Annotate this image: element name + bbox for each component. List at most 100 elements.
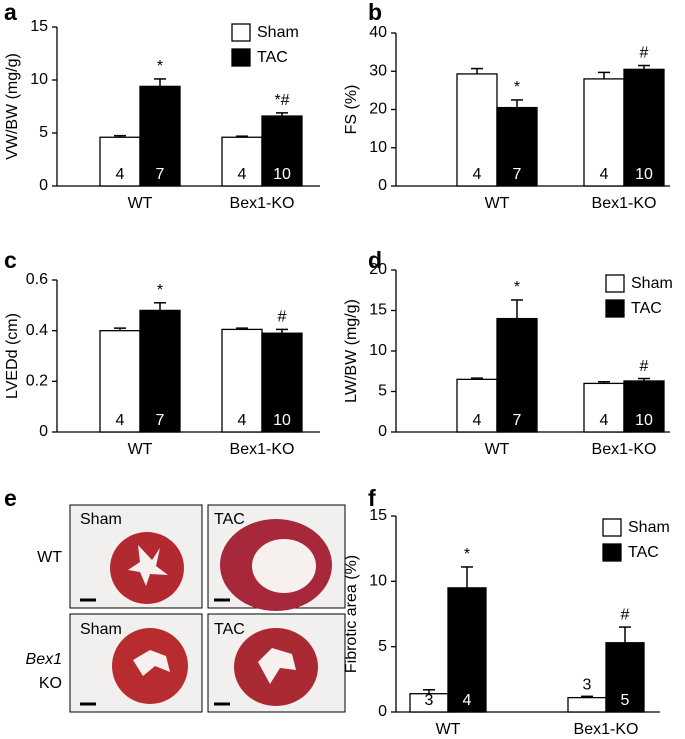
n-label: 5 — [621, 692, 630, 709]
y-tick-label: 20 — [369, 261, 387, 278]
y-tick-label: 10 — [369, 139, 387, 156]
y-tick-label: 0 — [378, 177, 387, 194]
y-tick-label: 10 — [30, 71, 48, 88]
y-tick-label: 30 — [369, 62, 387, 79]
lumen — [133, 650, 170, 676]
bar — [456, 73, 498, 187]
n-label: 7 — [156, 166, 165, 183]
significance-mark: * — [157, 58, 163, 75]
n-label: 10 — [273, 166, 291, 183]
y-tick-label: 10 — [369, 342, 387, 359]
x-tick-label: Bex1-KO — [592, 195, 657, 212]
n-label: 4 — [116, 166, 125, 183]
lumen — [128, 545, 168, 586]
bar — [261, 332, 303, 433]
n-label: 4 — [473, 166, 482, 183]
y-tick-label: 5 — [378, 383, 387, 400]
legend-label: Sham — [257, 24, 299, 41]
y-tick-label: 0 — [378, 423, 387, 440]
y-tick-label: 15 — [30, 18, 48, 35]
y-tick-label: 40 — [369, 24, 387, 41]
lumen — [252, 539, 316, 593]
legend-label: TAC — [257, 49, 288, 66]
legend-swatch — [231, 23, 251, 42]
x-tick-label: WT — [128, 195, 153, 212]
n-label: 10 — [273, 412, 291, 429]
n-label: 7 — [513, 412, 522, 429]
legend-swatch — [605, 299, 625, 318]
significance-mark: *# — [274, 92, 289, 109]
image-label: TAC — [214, 511, 245, 528]
n-label: 4 — [463, 692, 472, 709]
y-tick-label: 15 — [369, 507, 387, 524]
significance-mark: * — [514, 279, 520, 296]
y-axis-label: LW/BW (mg/g) — [343, 299, 360, 403]
n-label: 10 — [635, 412, 653, 429]
bar — [567, 696, 607, 713]
legend-swatch — [231, 48, 251, 67]
legend-label: TAC — [631, 300, 662, 317]
panel-letter: a — [4, 0, 17, 25]
y-tick-label: 20 — [369, 101, 387, 118]
y-axis-label: FS (%) — [343, 85, 360, 135]
y-axis-label: Fibrotic area (%) — [343, 555, 360, 673]
n-label: 10 — [635, 166, 653, 183]
x-tick-label: Bex1-KO — [230, 441, 295, 458]
row-label: Bex1 — [26, 651, 62, 668]
panel-letter: b — [368, 0, 382, 25]
n-label: 7 — [513, 166, 522, 183]
lumen — [258, 648, 296, 684]
bar — [605, 642, 645, 713]
y-axis-label: LVEDd (cm) — [4, 313, 21, 399]
bar — [221, 136, 263, 187]
panel-letter: d — [368, 247, 382, 273]
legend-swatch — [602, 543, 622, 562]
image-label: Sham — [80, 621, 122, 638]
y-tick-label: 0 — [378, 703, 387, 720]
x-tick-label: Bex1-KO — [230, 195, 295, 212]
y-tick-label: 0.4 — [26, 322, 48, 339]
row-label: WT — [37, 549, 62, 566]
n-label: 4 — [600, 412, 609, 429]
y-tick-label: 0 — [39, 177, 48, 194]
bar — [623, 68, 665, 187]
y-tick-label: 5 — [378, 638, 387, 655]
significance-mark: * — [464, 546, 470, 563]
bar — [623, 380, 665, 433]
y-axis-label: VW/BW (mg/g) — [4, 53, 21, 160]
x-tick-label: WT — [436, 721, 461, 734]
legend-label: TAC — [628, 544, 659, 561]
n-label: 3 — [583, 677, 592, 694]
bar — [496, 317, 538, 433]
bar — [139, 85, 181, 187]
x-tick-label: WT — [128, 441, 153, 458]
image-label: TAC — [214, 621, 245, 638]
panel-letter: c — [4, 247, 17, 273]
y-tick-label: 10 — [369, 573, 387, 590]
legend-swatch — [602, 518, 622, 537]
x-tick-label: WT — [485, 441, 510, 458]
x-tick-label: Bex1-KO — [574, 721, 639, 734]
image-panel: e Sham TAC Sham TAC WT Bex1 KO — [4, 485, 346, 713]
significance-mark: # — [640, 358, 649, 375]
y-tick-label: 15 — [369, 302, 387, 319]
legend-label: Sham — [628, 519, 670, 536]
n-label: 3 — [425, 692, 434, 709]
y-tick-label: 0.6 — [26, 271, 48, 288]
y-tick-label: 5 — [39, 124, 48, 141]
n-label: 4 — [238, 166, 247, 183]
x-tick-label: WT — [485, 195, 510, 212]
panel-letter: f — [368, 485, 376, 511]
y-tick-label: 0.2 — [26, 373, 48, 390]
significance-mark: * — [514, 79, 520, 96]
n-label: 4 — [473, 412, 482, 429]
legend-label: Sham — [631, 275, 673, 292]
legend-swatch — [605, 274, 625, 293]
n-label: 4 — [600, 166, 609, 183]
row-label: KO — [39, 675, 62, 692]
significance-mark: # — [621, 606, 630, 623]
bar — [496, 106, 538, 187]
significance-mark: * — [157, 282, 163, 299]
bar — [583, 78, 625, 187]
